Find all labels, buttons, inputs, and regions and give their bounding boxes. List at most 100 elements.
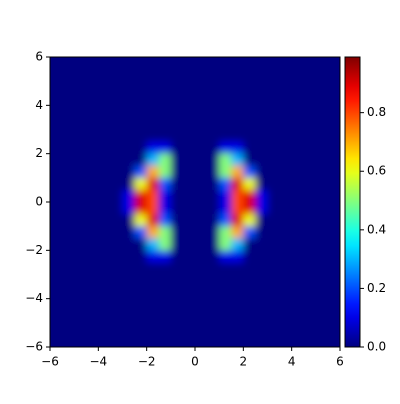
cell (207, 262, 220, 275)
cell (279, 214, 293, 227)
cell (110, 117, 123, 130)
cell (231, 274, 244, 288)
cell (134, 322, 148, 336)
cell (195, 93, 208, 106)
cell (134, 117, 148, 130)
cell (195, 165, 208, 179)
cell (219, 57, 232, 70)
cell (86, 117, 99, 130)
cell (110, 286, 123, 300)
cell (231, 298, 244, 312)
cell (207, 81, 220, 94)
cell (62, 177, 75, 191)
cell (86, 286, 99, 300)
cell (255, 93, 268, 106)
cell (255, 117, 268, 130)
cell (231, 214, 244, 227)
cell (219, 69, 232, 82)
cell (146, 117, 160, 130)
cell (50, 81, 63, 94)
cell (231, 334, 244, 347)
cell (219, 202, 232, 215)
cell (62, 153, 75, 167)
cell (291, 165, 305, 179)
cell (74, 117, 87, 130)
cell (231, 69, 244, 82)
cell (182, 298, 196, 312)
cell (50, 214, 63, 227)
cell (170, 274, 184, 288)
cell (231, 202, 244, 215)
cell (74, 93, 87, 106)
cell (158, 105, 172, 118)
cell (122, 286, 136, 300)
cell (291, 81, 305, 94)
cell (243, 226, 256, 239)
cell (158, 226, 172, 239)
cell (195, 214, 208, 227)
cell (219, 310, 232, 324)
cell (158, 334, 172, 347)
cell (86, 153, 99, 167)
cell (182, 250, 196, 263)
cell (207, 274, 220, 288)
cell (207, 298, 220, 312)
cell (279, 274, 293, 288)
cell (327, 262, 340, 275)
cell (86, 298, 99, 312)
cell (231, 129, 244, 143)
cell (315, 105, 329, 118)
cell (110, 274, 123, 288)
cell (291, 322, 305, 336)
cell (62, 105, 75, 118)
cell (62, 310, 75, 324)
cell (134, 57, 148, 70)
cell (74, 250, 87, 263)
cell (110, 262, 123, 275)
cell (195, 153, 208, 167)
cell (327, 322, 340, 336)
cell (98, 238, 111, 251)
cell (146, 310, 160, 324)
cell (255, 153, 268, 167)
cell (50, 262, 63, 275)
cell (50, 93, 63, 106)
y-tick-label: −4 (25, 291, 43, 305)
cell (170, 202, 184, 215)
cell (327, 274, 340, 288)
cell (110, 322, 123, 336)
cell (62, 57, 75, 70)
cell (267, 81, 281, 94)
cell (303, 93, 317, 106)
cell (207, 226, 220, 239)
cell (122, 69, 136, 82)
cell (86, 177, 99, 191)
cell (291, 105, 305, 118)
cell (195, 334, 208, 347)
cell (158, 250, 172, 263)
cell (98, 57, 111, 70)
cell (255, 322, 268, 336)
cell (315, 81, 329, 94)
cell (279, 117, 293, 130)
cell (158, 153, 172, 167)
cell (170, 165, 184, 179)
cell (74, 57, 87, 70)
cell (50, 105, 63, 118)
cell (86, 129, 99, 143)
cell (122, 81, 136, 94)
cell (62, 214, 75, 227)
cell (134, 153, 148, 167)
cell (315, 334, 329, 347)
cell (50, 189, 63, 203)
cell (327, 286, 340, 300)
cell (267, 298, 281, 312)
cell (255, 189, 268, 203)
cell (219, 250, 232, 263)
cell (170, 250, 184, 263)
cell (74, 105, 87, 118)
cell (110, 141, 123, 155)
cell (291, 189, 305, 203)
cell (158, 262, 172, 275)
cell (231, 226, 244, 239)
